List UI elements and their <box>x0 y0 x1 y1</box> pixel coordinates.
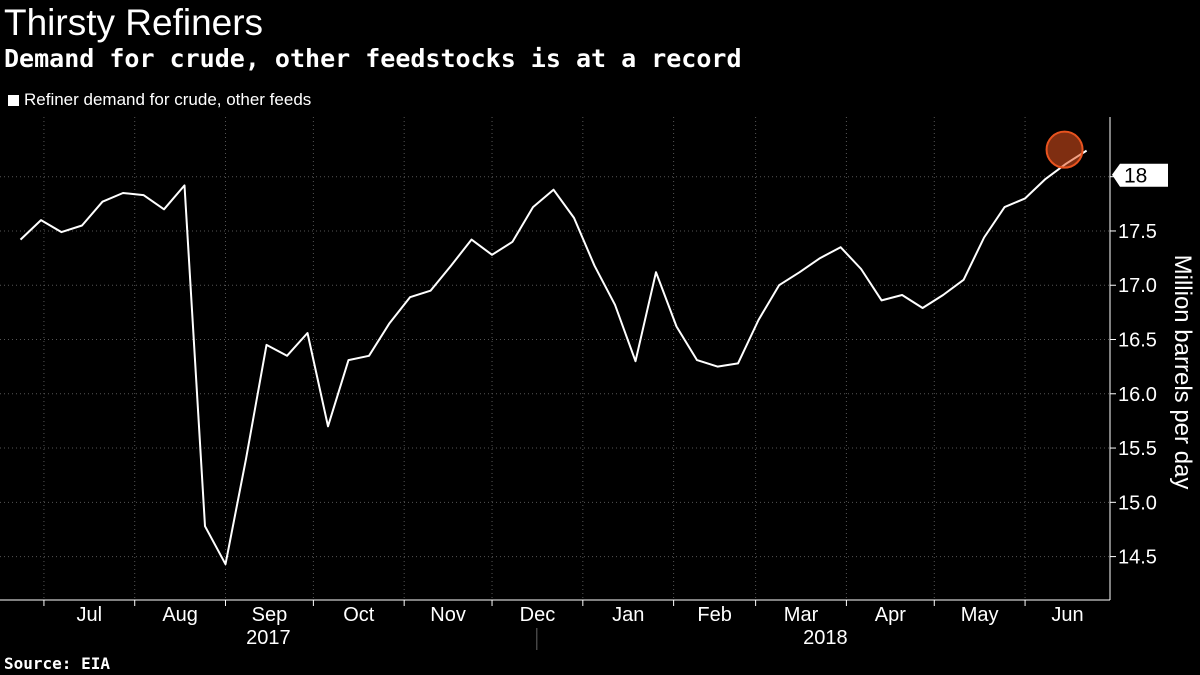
y-tick-labels: 14.515.015.516.016.517.017.518.0 <box>1118 167 1157 569</box>
legend-swatch <box>8 94 19 106</box>
value-tag <box>1112 163 1168 187</box>
x-tick-label: Jan <box>612 604 644 626</box>
value-tag-label: 18 <box>1124 165 1147 188</box>
x-tick-label: Aug <box>162 604 198 626</box>
y-tick-label: 17.0 <box>1118 275 1157 297</box>
legend-label: Refiner demand for crude, other feeds <box>24 90 312 109</box>
y-tick-label: 16.0 <box>1118 384 1157 406</box>
year-label: 2018 <box>803 627 848 649</box>
x-tick-label: Jul <box>77 604 103 626</box>
last-value-marker: 18 <box>1045 130 1168 188</box>
y-tick-label: 17.5 <box>1118 221 1157 243</box>
y-tick-label: 16.5 <box>1118 330 1157 352</box>
year-label: 2017 <box>246 627 291 649</box>
x-tick-labels: Jul Aug Sep Oct Nov Dec Jan Feb Mar Apr May Jun 2017… <box>77 604 1084 649</box>
x-tick-label: Jun <box>1051 604 1083 626</box>
series-group <box>19 149 1088 566</box>
x-tick-label: May <box>961 604 999 626</box>
x-tick-label: Mar <box>784 604 819 626</box>
y-tick-label: 15.0 <box>1118 492 1157 514</box>
source-note: Source: EIA <box>4 654 110 673</box>
series-line <box>19 149 1088 566</box>
highlight-circle <box>1045 130 1084 169</box>
x-tick-label: Nov <box>430 604 466 626</box>
chart-title: Thirsty Refiners <box>4 2 264 43</box>
x-tick-label: Feb <box>697 604 731 626</box>
x-tick-label: Apr <box>875 604 906 626</box>
axes <box>0 117 1116 650</box>
y-tick-label: 14.5 <box>1118 547 1157 569</box>
y-tick-label: 15.5 <box>1118 438 1157 460</box>
x-tick-label: Dec <box>520 604 556 626</box>
grid-lines <box>0 117 1110 600</box>
legend: Refiner demand for crude, other feeds <box>8 90 311 110</box>
y-axis-label: Million barrels per day <box>1169 255 1196 490</box>
chart-subtitle: Demand for crude, other feedstocks is at… <box>4 44 742 73</box>
x-tick-label: Sep <box>252 604 288 626</box>
x-tick-label: Oct <box>343 604 375 626</box>
